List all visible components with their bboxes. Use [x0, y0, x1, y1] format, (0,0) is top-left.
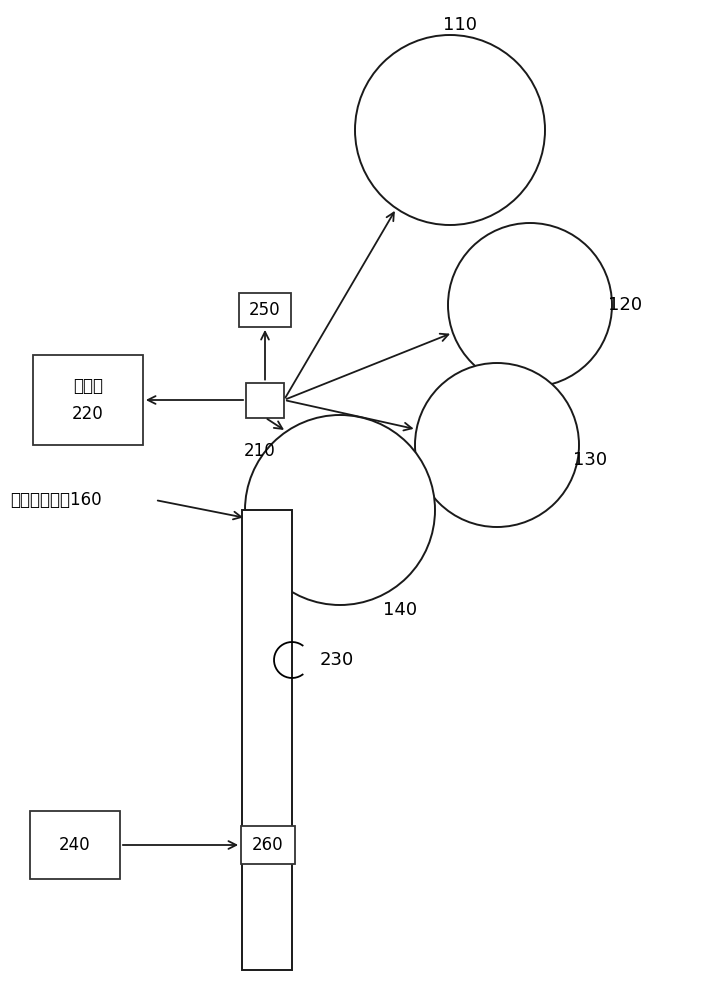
Bar — [246, 382, 284, 418]
Bar — [33, 355, 143, 445]
Text: 140: 140 — [383, 601, 417, 619]
Bar — [242, 510, 292, 970]
Text: 220: 220 — [72, 405, 104, 423]
Text: 120: 120 — [608, 296, 642, 314]
Text: 260: 260 — [252, 836, 284, 854]
Text: 240: 240 — [59, 836, 91, 854]
Circle shape — [355, 35, 545, 225]
Text: 130: 130 — [573, 451, 607, 469]
Text: 250: 250 — [249, 301, 281, 319]
Text: 230: 230 — [320, 651, 355, 669]
Circle shape — [448, 223, 612, 387]
Text: 110: 110 — [443, 16, 477, 34]
Circle shape — [245, 415, 435, 605]
Circle shape — [415, 363, 579, 527]
Bar — [241, 826, 295, 864]
Bar — [239, 293, 291, 327]
Text: 210: 210 — [244, 442, 276, 460]
Text: 存储器: 存储器 — [73, 377, 103, 395]
Text: 灌装设备出口160: 灌装设备出口160 — [10, 491, 102, 509]
Bar — [30, 811, 120, 879]
